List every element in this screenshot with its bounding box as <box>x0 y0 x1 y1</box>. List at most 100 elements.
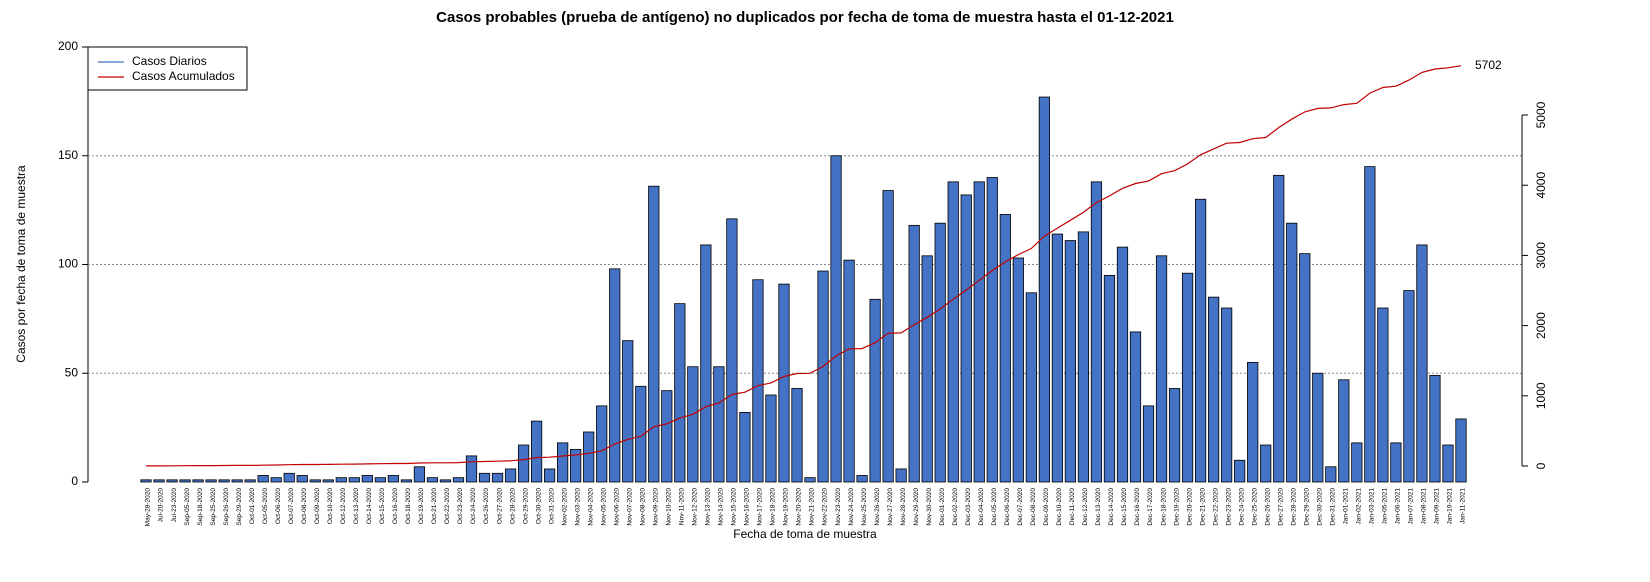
bar <box>882 190 894 483</box>
bar <box>465 455 478 483</box>
x-tick-label: Nov-26-2020 <box>874 488 881 526</box>
x-tick-label: Nov-21-2020 <box>809 488 816 526</box>
bar <box>999 214 1011 483</box>
bar <box>765 394 777 483</box>
x-tick-label: Oct-22-2020 <box>444 488 451 525</box>
x-tick-label: Nov-18-2020 <box>770 488 777 526</box>
chart-title: Casos probables (prueba de antígeno) no … <box>436 9 1174 26</box>
y2-tick-label: 3000 <box>1534 242 1548 269</box>
cumulative-line <box>146 65 1462 467</box>
bar <box>504 468 517 483</box>
bar <box>166 479 178 483</box>
bar <box>1194 198 1207 483</box>
x-tick-label: Jan-08-2021 <box>1421 488 1428 525</box>
x-tick-label: Nov-02-2020 <box>561 488 568 526</box>
x-tick-label: Nov-08-2020 <box>639 488 646 526</box>
x-tick-label: Dec-10-2020 <box>1056 488 1063 526</box>
y2-tick-label: 5000 <box>1534 101 1548 128</box>
x-tick-label: Dec-13-2020 <box>1095 488 1102 526</box>
bar <box>1351 442 1363 483</box>
bar <box>908 224 920 483</box>
bar <box>622 340 634 483</box>
bar <box>1103 274 1116 483</box>
bar <box>309 479 321 483</box>
bar <box>830 155 842 483</box>
bar <box>791 388 803 483</box>
x-tick-label: Dec-02-2020 <box>952 488 959 526</box>
bar <box>1364 166 1376 483</box>
x-tick-label: Nov-23-2020 <box>835 488 842 526</box>
x-tick-label: Nov-25-2020 <box>861 488 868 526</box>
bar <box>947 181 959 483</box>
bar <box>322 479 334 483</box>
x-tick-label: Oct-21-2020 <box>431 488 438 525</box>
bar <box>973 181 985 483</box>
x-tick-label: Sep-29-2020 <box>236 488 243 526</box>
x-tick-label: Dec-27-2020 <box>1277 488 1284 526</box>
bar <box>1338 379 1350 483</box>
x-tick-label: Dec-25-2020 <box>1251 488 1258 526</box>
bar <box>1025 292 1037 483</box>
bar <box>986 177 998 483</box>
y-tick-label: 150 <box>58 148 78 162</box>
x-tick-label: Jan-05-2021 <box>1382 488 1389 525</box>
x-tick-label: Oct-15-2020 <box>379 488 386 525</box>
bar <box>413 466 426 483</box>
y2-tick-label: 1000 <box>1534 382 1548 409</box>
end-value-label: 5702 <box>1475 58 1502 72</box>
x-tick-label: Dec-01-2020 <box>939 488 946 526</box>
bar <box>426 477 439 483</box>
bar <box>1064 240 1077 483</box>
x-tick-label: Nov-22-2020 <box>822 488 829 526</box>
bar <box>1181 272 1194 483</box>
bar <box>934 222 946 483</box>
y2-tick-label: 4000 <box>1534 172 1548 199</box>
bar <box>739 411 751 483</box>
bar <box>713 366 725 483</box>
bar <box>1247 361 1259 483</box>
bar <box>804 477 816 483</box>
bar <box>726 218 738 483</box>
bar <box>270 477 282 483</box>
bar <box>687 366 699 483</box>
x-tick-label: Dec-18-2020 <box>1160 488 1167 526</box>
x-tick-label: Oct-01-2020 <box>249 488 256 525</box>
bar <box>1429 375 1441 483</box>
x-tick-label: Nov-15-2020 <box>731 488 738 526</box>
x-tick-label: Dec-28-2020 <box>1290 488 1297 526</box>
x-tick-label: Oct-10-2020 <box>327 488 334 525</box>
bar <box>1221 307 1233 483</box>
x-tick-label: Oct-24-2020 <box>470 488 477 525</box>
x-tick-label: Oct-26-2020 <box>483 488 490 525</box>
x-tick-label: Nov-17-2020 <box>757 488 764 526</box>
bar <box>1234 459 1246 483</box>
x-tick-label: Nov-09-2020 <box>652 488 659 526</box>
x-tick-label: Nov-03-2020 <box>574 488 581 526</box>
bar <box>1142 405 1155 483</box>
bar <box>244 479 256 483</box>
x-tick-label: Jan-03-2021 <box>1369 488 1376 525</box>
bar <box>1455 418 1467 483</box>
bar <box>530 420 543 483</box>
legend-box <box>87 46 248 91</box>
bar <box>348 477 360 483</box>
bar <box>153 479 165 483</box>
legend-label: Casos Acumulados <box>132 69 235 83</box>
x-tick-label: Dec-04-2020 <box>978 488 985 526</box>
bar <box>205 479 217 483</box>
x-tick-label: Dec-12-2020 <box>1082 488 1089 526</box>
bar <box>517 444 530 483</box>
bar <box>921 255 933 483</box>
x-tick-label: Nov-16-2020 <box>744 488 751 526</box>
y2-tick-label: 0 <box>1534 462 1548 469</box>
bar <box>1403 290 1415 483</box>
x-tick-label: Nov-19-2020 <box>783 488 790 526</box>
bar <box>296 475 308 483</box>
bar <box>1273 174 1285 483</box>
bar <box>700 244 712 483</box>
bar <box>1116 246 1129 483</box>
x-tick-label: Jan-11-2021 <box>1460 488 1467 524</box>
bar <box>192 479 204 483</box>
bar <box>140 479 152 483</box>
